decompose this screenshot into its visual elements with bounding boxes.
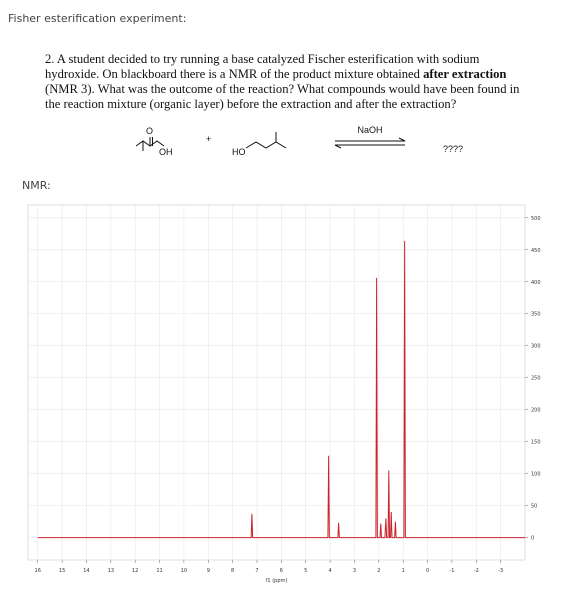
atom-label: O [146,126,153,136]
question-line: 2. A student decided to try running a ba… [45,52,480,66]
x-tick-label: 9 [207,568,210,574]
alcohol-structure: HO [232,132,287,157]
x-tick-label: 8 [231,568,234,574]
y-tick-label: 400 [531,280,541,286]
spectrum-line [37,240,525,539]
y-tick-label: 500 [531,216,541,222]
x-tick-label: -3 [498,568,503,574]
atom-label: HO [232,147,246,157]
question-emphasis: after extraction [423,67,506,81]
product-label: ???? [443,144,463,154]
x-tick-label: 16 [35,568,41,574]
reagent-label: NaOH [357,125,382,135]
x-tick-label: 14 [83,568,89,574]
y-tick-label: 450 [531,248,541,254]
header-title: Fisher esterification experiment: [8,12,186,25]
question-line: (NMR 3). What was the outcome of the rea… [45,82,520,96]
x-tick-label: 5 [304,568,307,574]
y-tick-label: 200 [531,408,541,414]
plus-sign: + [206,134,211,144]
acid-structure: O OH [135,126,173,157]
y-tick-label: 100 [531,472,541,478]
equilibrium-arrow [334,137,406,149]
x-tick-label: 10 [181,568,187,574]
plot-frame [27,204,526,561]
x-tick-label: 2 [377,568,380,574]
x-tick-label: 15 [59,568,65,574]
y-tick-label: 350 [531,312,541,318]
x-tick-label: 11 [156,568,162,574]
y-tick-label: 250 [531,376,541,382]
x-tick-label: -2 [474,568,479,574]
y-tick-label: 300 [531,344,541,350]
question-text: hydroxide. On blackboard there is a NMR … [45,67,423,81]
x-tick-label: 6 [280,568,283,574]
y-tick-label: 50 [531,504,537,510]
x-tick-label: 1 [402,568,405,574]
x-tick-label: 13 [108,568,114,574]
x-tick-label: -1 [449,568,454,574]
x-tick-label: 3 [353,568,356,574]
nmr-chart: 16 15 14 13 12 11 10 9 8 7 6 5 4 3 2 1 0 -1 -2 -30501001502… [28,205,541,584]
atom-label: OH [159,147,173,157]
nmr-label: NMR: [22,179,51,192]
x-tick-label: 12 [132,568,138,574]
question-line: the reaction mixture (organic layer) bef… [45,97,457,111]
x-tick-label: 0 [426,568,429,574]
y-tick-label: 0 [531,536,534,542]
y-tick-label: 150 [531,440,541,446]
x-tick-label: 4 [329,568,332,574]
x-axis-label: f1 (ppm) [266,578,288,584]
question-line: hydroxide. On blackboard there is a NMR … [45,67,506,81]
x-tick-label: 7 [255,568,258,574]
